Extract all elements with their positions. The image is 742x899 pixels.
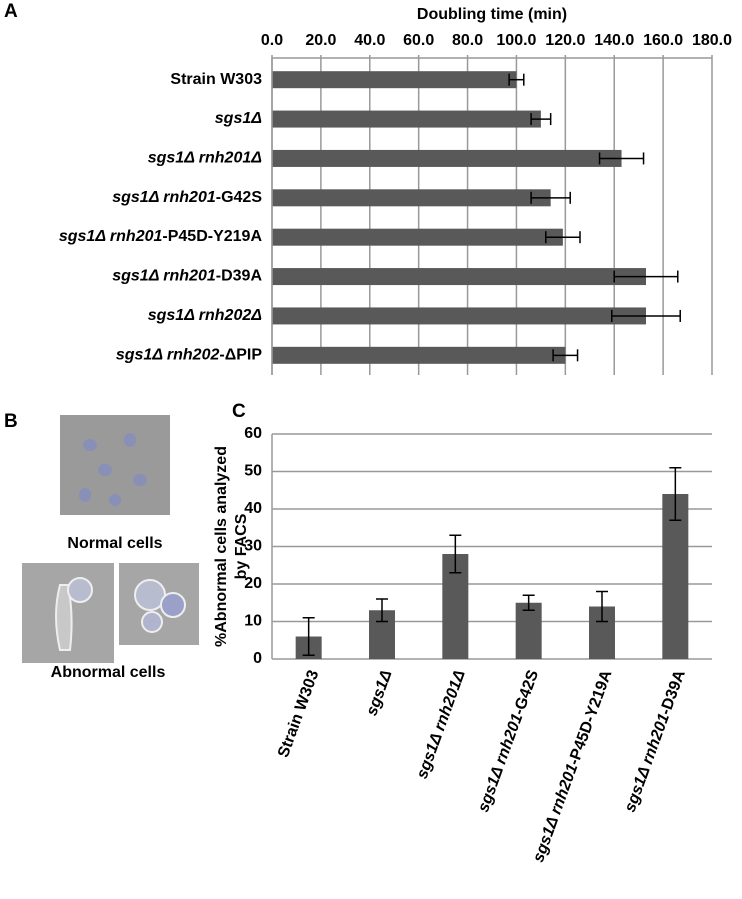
x-tick-label: Strain W303 [275,668,322,760]
bar [272,149,622,167]
y-tick-label: sgs1Δ rnh201-P45D-Y219A [59,228,263,245]
error-bar [611,309,681,322]
x-tick-label: 100.0 [496,32,536,49]
y-tick-label: 40 [244,500,262,517]
y-axis-label: by FACS [233,513,250,579]
error-bar [530,191,571,204]
error-bar [613,270,679,283]
error-bar [449,534,462,574]
panel-label: A [4,1,18,22]
caption: Normal cells [67,535,162,552]
y-tick-label: sgs1Δ rnh201-G42S [112,189,262,206]
x-tick-label: 160.0 [643,32,683,49]
error-bar [508,73,525,86]
bar [272,346,566,364]
x-tick-label: 20.0 [305,32,336,49]
error-bar [522,594,535,611]
x-tick-label: 140.0 [594,32,634,49]
bar [272,71,517,89]
error-bar [596,590,608,623]
y-tick-label: 0 [253,650,262,667]
x-tick-label: sgs1Δ [364,668,396,718]
x-tick-label: sgs1Δ rnh201Δ [414,668,469,781]
y-tick-label: sgs1Δ rnh202Δ [148,307,263,324]
y-tick-label: sgs1Δ rnh202-ΔPIP [116,347,262,364]
y-tick-label: sgs1Δ rnh201Δ [148,150,263,167]
y-tick-label: Strain W303 [170,71,262,88]
error-bar [545,231,581,244]
bar [272,268,646,286]
x-tick-label: 0.0 [261,32,283,49]
y-tick-label: 50 [244,463,262,480]
x-tick-label: 180.0 [692,32,732,49]
error-bar [530,113,552,126]
panel-label: C [232,401,246,422]
y-tick-label: sgs1Δ [215,110,262,127]
y-tick-label: sgs1Δ rnh201-D39A [112,268,262,285]
x-tick-label: 120.0 [545,32,585,49]
y-tick-label: 60 [244,425,262,442]
chart-title: Doubling time (min) [417,6,567,23]
bar [272,189,551,207]
x-tick-label: 80.0 [452,32,483,49]
bar [515,602,542,659]
bar [662,494,689,659]
error-bar [598,152,645,165]
panel-label: B [4,411,18,432]
micrograph [22,563,114,663]
x-tick-label: 60.0 [403,32,434,49]
x-tick-label: sgs1Δ rnh201-D39A [622,668,689,815]
error-bar [302,617,315,656]
caption: Abnormal cells [51,664,166,681]
x-tick-label: sgs1Δ rnh201-G42S [475,668,542,815]
error-bar [376,598,388,623]
micrograph [119,563,199,645]
error-bar [669,467,682,521]
y-tick-label: 20 [244,575,262,592]
error-bar [552,349,579,362]
y-axis-label: %Abnormal cells analyzed [213,446,230,647]
y-tick-label: 30 [244,538,262,555]
bar [272,228,563,246]
micrograph [60,415,170,515]
x-tick-label: 40.0 [354,32,385,49]
bar [272,110,541,128]
bar [272,307,646,325]
x-tick-label: sgs1Δ rnh201-P45D-Y219A [530,668,616,865]
y-tick-label: 10 [244,613,262,630]
